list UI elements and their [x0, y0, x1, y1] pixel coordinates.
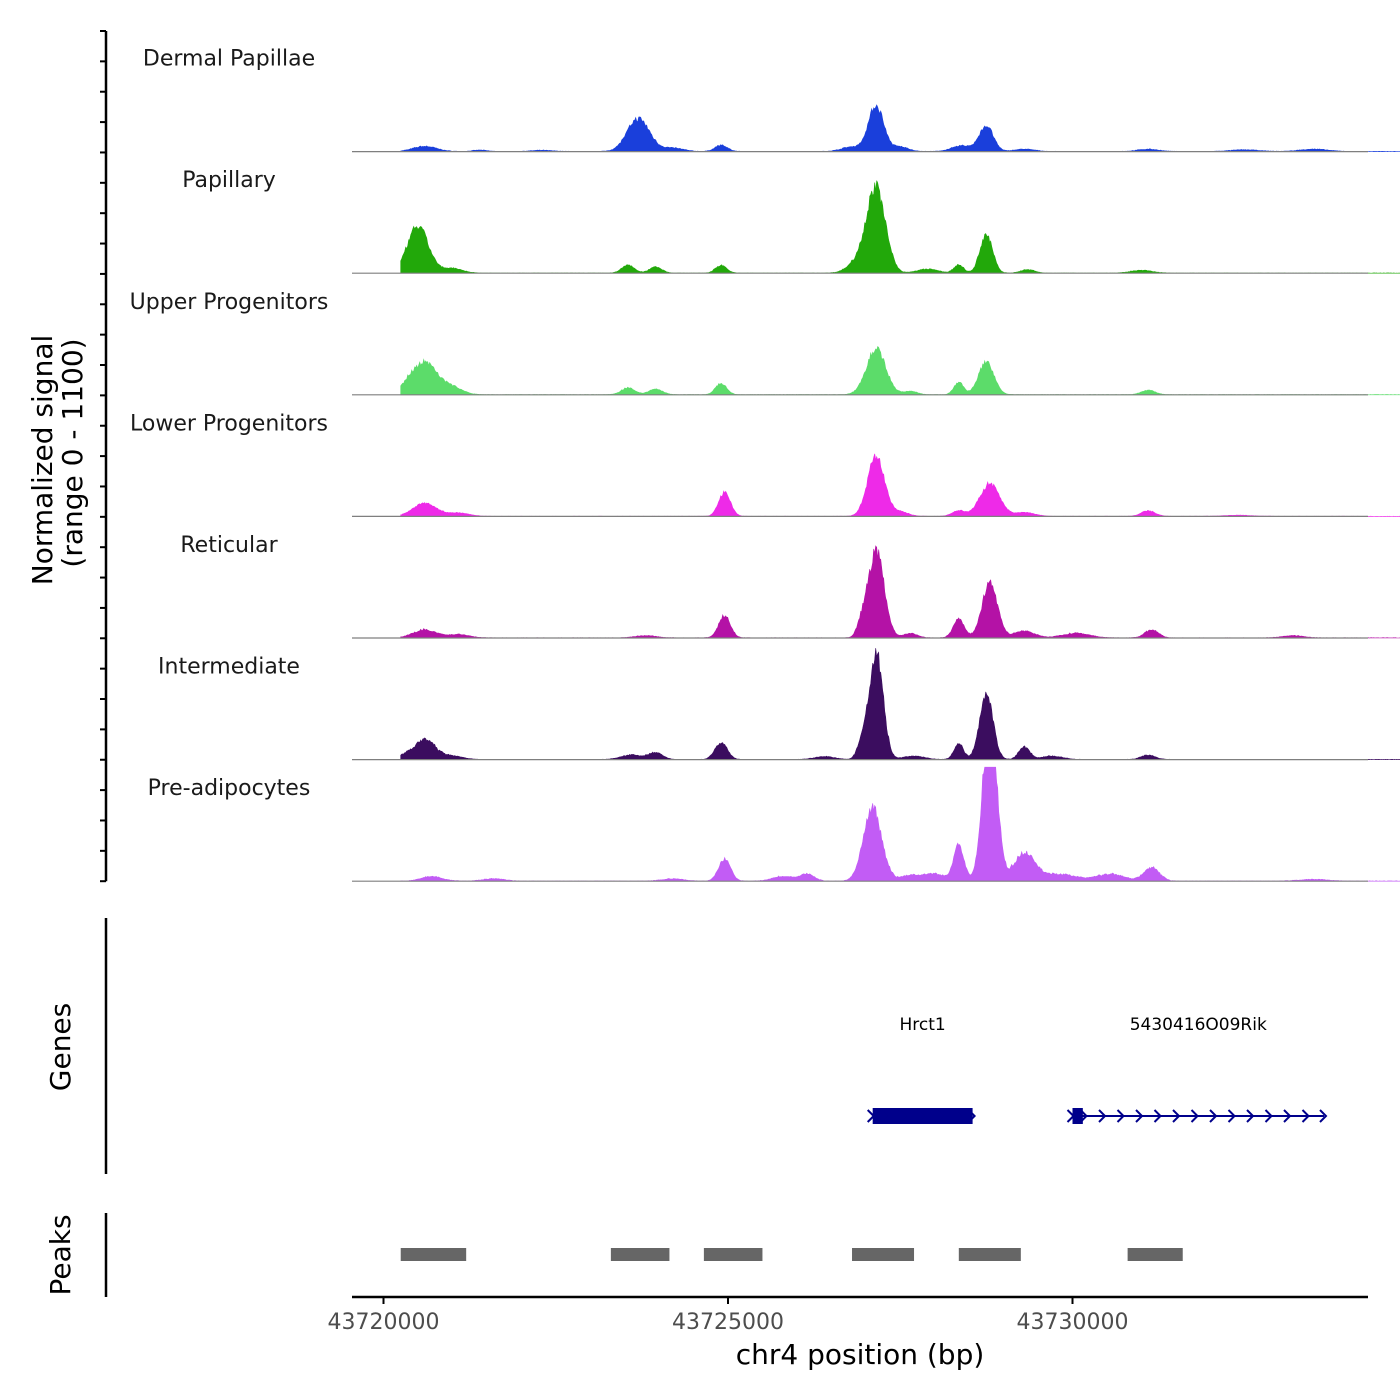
strand-arrow	[1264, 1109, 1273, 1123]
genes-track-label: Genes	[44, 1003, 77, 1091]
peaks-panel	[104, 1213, 1183, 1297]
strand-arrow	[916, 1109, 926, 1123]
strand-arrow	[1079, 1109, 1088, 1123]
peak-region	[703, 1248, 763, 1261]
peak-region	[1127, 1248, 1183, 1261]
track-label: Upper Progenitors	[130, 290, 329, 315]
signal-track: Pre-adipocytes	[148, 766, 1400, 882]
signal-area	[400, 545, 1400, 639]
strand-arrow	[953, 1109, 963, 1123]
strand-arrow	[935, 1109, 944, 1123]
track-label: Dermal Papillae	[143, 47, 315, 72]
strand-arrow	[1227, 1109, 1236, 1123]
strand-arrow	[879, 1109, 889, 1123]
gene-label: Hrct1	[900, 1015, 946, 1035]
track-label: Intermediate	[158, 655, 300, 680]
strand-arrow	[1209, 1109, 1218, 1123]
x-axis: 43720000 43725000 43730000	[328, 1295, 1368, 1335]
strand-arrow	[967, 1109, 977, 1123]
gene-label: 5430416O09Rik	[1130, 1015, 1267, 1035]
strand-arrow	[1098, 1109, 1107, 1123]
strand-arrow	[1283, 1109, 1292, 1123]
track-label: Pre-adipocytes	[148, 776, 311, 801]
strand-arrow	[1066, 1109, 1075, 1123]
y-axis-title-line1: Normalized signal	[26, 335, 59, 586]
signal-area	[400, 648, 1400, 760]
strand-arrow	[898, 1109, 907, 1123]
gene: 5430416O09Rik	[1066, 1015, 1328, 1124]
signal-panel: Dermal Papillae Papillary Upper Progenitor…	[100, 30, 1400, 883]
strand-arrow	[1246, 1109, 1255, 1123]
x-tick-label: 43720000	[328, 1310, 440, 1335]
strand-arrow	[866, 1109, 876, 1123]
track-label: Reticular	[180, 533, 278, 558]
x-tick-label: 43730000	[1017, 1310, 1129, 1335]
strand-arrow	[1319, 1109, 1328, 1123]
y-axis-title-line2: (range 0 - 1100)	[56, 338, 89, 567]
signal-track: Upper Progenitors	[130, 290, 1400, 396]
signal-area	[400, 345, 1400, 396]
gene: Hrct1	[866, 1015, 977, 1124]
strand-arrow	[1153, 1109, 1162, 1123]
strand-arrow	[1301, 1109, 1310, 1123]
signal-area	[400, 180, 1400, 274]
signal-area	[400, 104, 1400, 152]
signal-track: Intermediate	[158, 648, 1400, 761]
signal-area	[400, 766, 1400, 882]
peak-region	[852, 1248, 915, 1261]
genes-panel: Hrct1 5430416O09Rik	[104, 918, 1328, 1174]
peaks-track-label: Peaks	[44, 1214, 77, 1295]
track-label: Papillary	[182, 168, 276, 193]
strand-arrow	[1172, 1109, 1181, 1123]
strand-arrow	[1190, 1109, 1199, 1123]
peak-region	[610, 1248, 670, 1261]
x-tick-label: 43725000	[672, 1310, 784, 1335]
signal-area	[400, 453, 1400, 517]
signal-track: Dermal Papillae	[143, 47, 1400, 153]
track-label: Lower Progenitors	[130, 411, 328, 436]
x-axis-title: chr4 position (bp)	[736, 1338, 985, 1371]
peak-region	[400, 1248, 467, 1261]
peak-region	[958, 1248, 1021, 1261]
signal-track: Papillary	[182, 168, 1400, 274]
strand-arrow	[1135, 1109, 1144, 1123]
signal-track: Lower Progenitors	[130, 411, 1400, 518]
signal-track: Reticular	[180, 533, 1400, 639]
strand-arrow	[1116, 1109, 1125, 1123]
gene-exon	[1072, 1108, 1083, 1124]
